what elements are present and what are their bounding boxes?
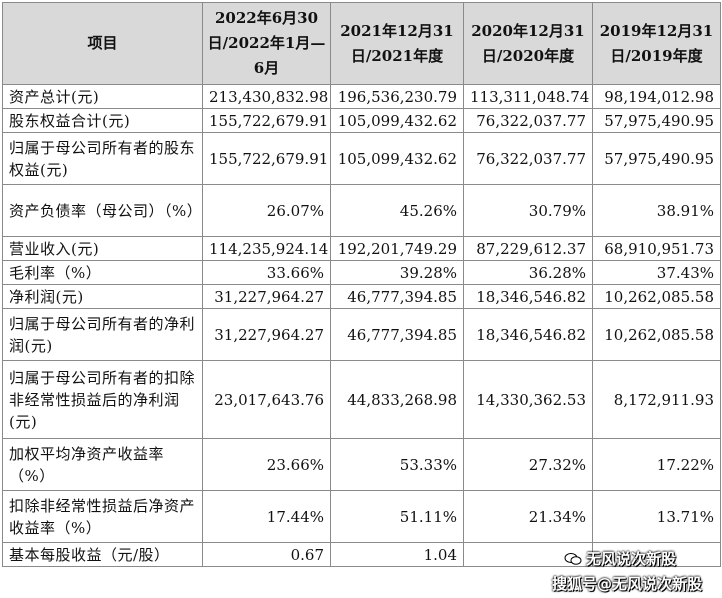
value-cell: 30.79% [463, 184, 593, 237]
value-cell: 57,975,490.95 [592, 132, 721, 185]
row-label: 毛利率（%） [2, 260, 203, 285]
value-cell: 105,099,432.62 [330, 108, 464, 133]
value-cell: 38.91% [592, 184, 721, 237]
value-cell: 18,346,546.82 [463, 284, 593, 309]
value-cell [592, 542, 721, 567]
value-cell: 13.71% [592, 490, 721, 543]
value-cell: 192,201,749.29 [330, 236, 464, 261]
value-cell: 44,833,268.98 [330, 360, 464, 439]
value-cell: 76,322,037.77 [463, 108, 593, 133]
table-row: 资产总计(元) 213,430,832.98 196,536,230.79 113,3… [2, 84, 721, 109]
value-cell: 68,910,951.73 [592, 236, 721, 261]
header-2021: 2021年12月31日/2021年度 [330, 2, 464, 85]
value-cell: 39.28% [330, 260, 464, 285]
table-row: 资产负债率（母公司）（%） 26.07% 45.26% 30.79% 38.91% [2, 184, 721, 237]
value-cell: 17.44% [202, 490, 331, 543]
watermark-line-2: 搜狐号@无风说次新股 [552, 575, 703, 593]
header-2019: 2019年12月31日/2019年度 [592, 2, 721, 85]
value-cell: 213,430,832.98 [202, 84, 331, 109]
table-row: 归属于母公司所有者的净利润(元) 31,227,964.27 46,777,394.… [2, 308, 721, 361]
value-cell: 10,262,085.58 [592, 308, 721, 361]
table-row: 归属于母公司所有者的扣除非经常性损益后的净利润(元) 23,017,643.76 4… [2, 360, 721, 439]
value-cell: 23.66% [202, 438, 331, 491]
value-cell: 46,777,394.85 [330, 308, 464, 361]
header-item: 项目 [2, 2, 203, 85]
header-2022h1: 2022年6月30日/2022年1月—6月 [202, 2, 331, 85]
value-cell: 26.07% [202, 184, 331, 237]
value-cell: 33.66% [202, 260, 331, 285]
value-cell: 36.28% [463, 260, 593, 285]
value-cell: 31,227,964.27 [202, 284, 331, 309]
value-cell: 196,536,230.79 [330, 84, 464, 109]
row-label: 归属于母公司所有者的扣除非经常性损益后的净利润(元) [2, 360, 203, 439]
value-cell: 21.34% [463, 490, 593, 543]
row-label: 营业收入(元) [2, 236, 203, 261]
value-cell: 45.26% [330, 184, 464, 237]
table-row: 加权平均净资产收益率（%） 23.66% 53.33% 27.32% 17.22% [2, 438, 721, 491]
row-label: 加权平均净资产收益率（%） [2, 438, 203, 491]
row-label: 归属于母公司所有者的净利润(元) [2, 308, 203, 361]
header-row: 项目 2022年6月30日/2022年1月—6月 2021年12月31日/202… [2, 2, 721, 85]
table-row: 扣除非经常性损益后净资产收益率（%） 17.44% 51.11% 21.34% 13.7… [2, 490, 721, 543]
watermark-account-name: 无风说次新股 [586, 550, 677, 568]
financial-data-table: 项目 2022年6月30日/2022年1月—6月 2021年12月31日/202… [2, 2, 721, 567]
value-cell: 114,235,924.14 [202, 236, 331, 261]
value-cell: 8,172,911.93 [592, 360, 721, 439]
row-label: 净利润(元) [2, 284, 203, 309]
table-row: 净利润(元) 31,227,964.27 46,777,394.85 18,346,5… [2, 284, 721, 309]
table-row: 毛利率（%） 33.66% 39.28% 36.28% 37.43% [2, 260, 721, 285]
value-cell: 98,194,012.98 [592, 84, 721, 109]
value-cell: 1.04 [330, 542, 464, 567]
table-row: 股东权益合计(元) 155,722,679.91 105,099,432.62 76,… [2, 108, 721, 133]
value-cell: 0.67 [202, 542, 331, 567]
value-cell: 27.32% [463, 438, 593, 491]
value-cell: 105,099,432.62 [330, 132, 464, 185]
row-label: 归属于母公司所有者的股东权益(元) [2, 132, 203, 185]
value-cell: 14,330,362.53 [463, 360, 593, 439]
watermark-line-1: 无风说次新股 [564, 548, 676, 569]
value-cell: 46,777,394.85 [330, 284, 464, 309]
row-label: 扣除非经常性损益后净资产收益率（%） [2, 490, 203, 543]
row-label: 资产负债率（母公司）（%） [2, 184, 203, 237]
value-cell: 18,346,546.82 [463, 308, 593, 361]
value-cell: 113,311,048.74 [463, 84, 593, 109]
value-cell: 57,975,490.95 [592, 108, 721, 133]
value-cell: 51.11% [330, 490, 464, 543]
row-label: 基本每股收益（元/股） [2, 542, 203, 567]
value-cell: 53.33% [330, 438, 464, 491]
value-cell: 23,017,643.76 [202, 360, 331, 439]
chat-bubble-icon [564, 552, 582, 565]
value-cell: 31,227,964.27 [202, 308, 331, 361]
row-label: 股东权益合计(元) [2, 108, 203, 133]
value-cell: 10,262,085.58 [592, 284, 721, 309]
value-cell: 17.22% [592, 438, 721, 491]
header-2020: 2020年12月31日/2020年度 [463, 2, 593, 85]
table-row: 归属于母公司所有者的股东权益(元) 155,722,679.91 105,099,4… [2, 132, 721, 185]
value-cell: 155,722,679.91 [202, 132, 331, 185]
table-row: 营业收入(元) 114,235,924.14 192,201,749.29 87,22… [2, 236, 721, 261]
row-label: 资产总计(元) [2, 84, 203, 109]
value-cell: 155,722,679.91 [202, 108, 331, 133]
value-cell: 87,229,612.37 [463, 236, 593, 261]
value-cell: 76,322,037.77 [463, 132, 593, 185]
value-cell: 37.43% [592, 260, 721, 285]
